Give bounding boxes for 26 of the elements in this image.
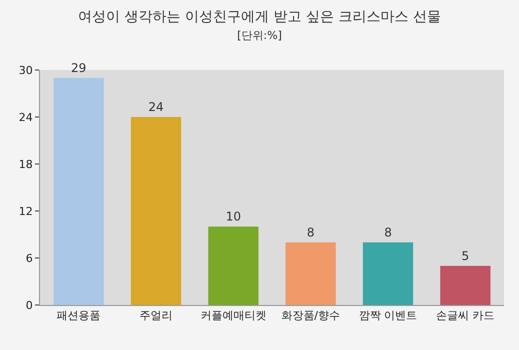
- chart-title: 여성이 생각하는 이성친구에게 받고 싶은 크리스마스 선물: [78, 9, 441, 25]
- bar: [130, 117, 182, 305]
- y-tick-label: 6: [26, 252, 33, 265]
- data-label: 24: [148, 100, 164, 114]
- y-tick-label: 24: [18, 110, 33, 124]
- data-label: 8: [384, 225, 392, 240]
- x-tick-label: 깜짝 이벤트: [358, 309, 418, 322]
- bar: [440, 266, 490, 305]
- y-tick-label: 18: [18, 158, 33, 171]
- data-label: 10: [226, 210, 241, 224]
- bar: [362, 242, 414, 305]
- y-tick-label: 30: [18, 64, 33, 77]
- bar: [286, 242, 336, 305]
- data-label: 29: [71, 60, 86, 75]
- bar: [54, 78, 104, 305]
- x-tick-label: 주얼리: [140, 309, 172, 322]
- x-tick-label: 커플예매티켓: [200, 309, 266, 322]
- data-label: 8: [306, 225, 314, 240]
- data-label: 5: [462, 248, 470, 263]
- x-tick-label: 화장품/향수: [281, 309, 340, 322]
- x-tick-label: 손글씨 카드: [436, 309, 495, 322]
- x-tick-label: 패션용품: [56, 309, 101, 322]
- bar: [208, 226, 258, 305]
- chart-subtitle: [단위:%]: [237, 29, 282, 42]
- y-tick-label: 0: [26, 298, 33, 312]
- y-tick-label: 12: [18, 204, 33, 218]
